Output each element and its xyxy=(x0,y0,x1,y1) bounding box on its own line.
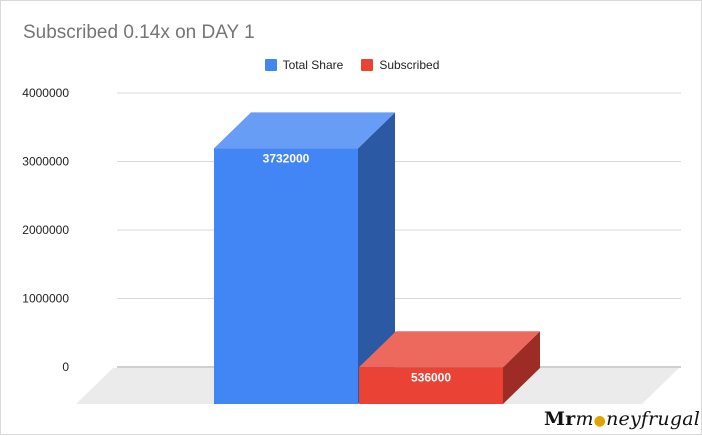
y-tick-label-4: 4000000 xyxy=(22,86,69,100)
legend-entry-subscribed: Subscribed xyxy=(361,58,439,72)
y-tick-label-0: 0 xyxy=(62,360,69,374)
y-tick-label-3: 3000000 xyxy=(22,155,69,169)
watermark-part-3: neyfrugal xyxy=(606,408,701,430)
bar-side-total-share xyxy=(358,112,395,404)
y-tick-label-2: 2000000 xyxy=(22,223,69,237)
coin-icon: ● xyxy=(593,413,607,429)
data-label-subscribed: 536000 xyxy=(411,370,451,384)
bar-front-total-share xyxy=(214,148,358,404)
y-tick-label-1: 1000000 xyxy=(22,292,69,306)
legend-swatch-subscribed xyxy=(361,59,374,71)
legend-label-total-share: Total Share xyxy=(282,58,344,72)
legend: Total Share Subscribed xyxy=(1,58,702,72)
legend-label-subscribed: Subscribed xyxy=(379,58,440,72)
watermark-part-2: m xyxy=(575,408,594,430)
legend-entry-total-share: Total Share xyxy=(264,58,344,72)
watermark-logo: Mrm●neyfrugal xyxy=(544,408,700,430)
chart-title: Subscribed 0.14x on DAY 1 xyxy=(23,22,255,43)
bar-side-subscribed xyxy=(503,331,540,404)
data-label-total-share: 3732000 xyxy=(263,151,310,165)
bar-top-total-share xyxy=(214,112,395,149)
bar-front-subscribed xyxy=(359,367,503,404)
watermark-part-1: Mr xyxy=(544,408,576,430)
bar-top-subscribed xyxy=(359,331,540,368)
legend-swatch-total-share xyxy=(264,59,277,71)
